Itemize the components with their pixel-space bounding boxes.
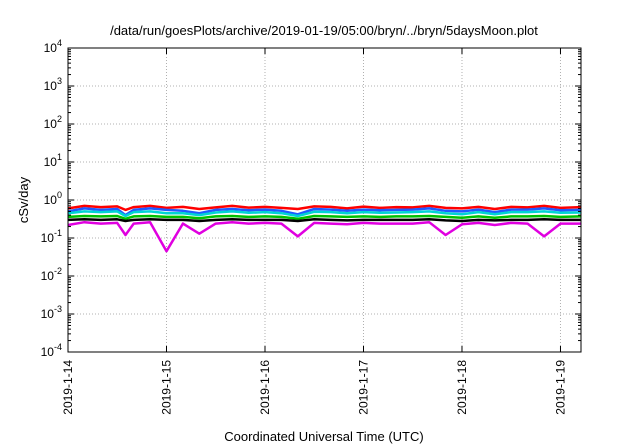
series-line bbox=[67, 218, 581, 223]
series-line bbox=[67, 220, 581, 253]
x-tick-label: 2019-1-19 bbox=[553, 360, 567, 415]
y-tick-label: 10-1 bbox=[41, 228, 62, 245]
x-tick-label: 2019-1-17 bbox=[356, 360, 370, 415]
y-tick-label: 103 bbox=[44, 76, 62, 93]
series-line bbox=[67, 204, 582, 212]
series-line bbox=[67, 207, 582, 217]
y-tick-label: 10-2 bbox=[41, 266, 62, 283]
x-axis: 2019-1-14 2019-1-15 2019-1-16 2019-1-17 2019… bbox=[61, 48, 567, 415]
plot-frame bbox=[67, 47, 582, 353]
x-tick-label: 2019-1-15 bbox=[159, 360, 173, 415]
y-tick-label: 104 bbox=[44, 38, 62, 55]
x-axis-title: Coordinated Universal Time (UTC) bbox=[224, 429, 423, 444]
y-axis: 10-4 10-3 10-2 10-1 100 101 102 103 104 bbox=[41, 38, 581, 359]
x-tick-label: 2019-1-18 bbox=[455, 360, 469, 415]
y-tick-label: 10-3 bbox=[41, 304, 62, 321]
y-axis-title: cSv/day bbox=[16, 176, 31, 223]
x-tick-label: 2019-1-16 bbox=[258, 360, 272, 415]
series-line bbox=[67, 214, 582, 221]
y-tick-label: 100 bbox=[44, 190, 62, 207]
chart-title: /data/run/goesPlots/archive/2019-01-19/0… bbox=[110, 23, 538, 38]
series-layer bbox=[67, 204, 582, 253]
x-tick-label: 2019-1-14 bbox=[61, 360, 75, 415]
y-tick-label: 102 bbox=[44, 114, 62, 131]
y-tick-label: 101 bbox=[44, 152, 62, 169]
y-tick-label: 10-4 bbox=[41, 342, 62, 359]
series-line bbox=[67, 210, 582, 218]
grid bbox=[68, 48, 581, 352]
